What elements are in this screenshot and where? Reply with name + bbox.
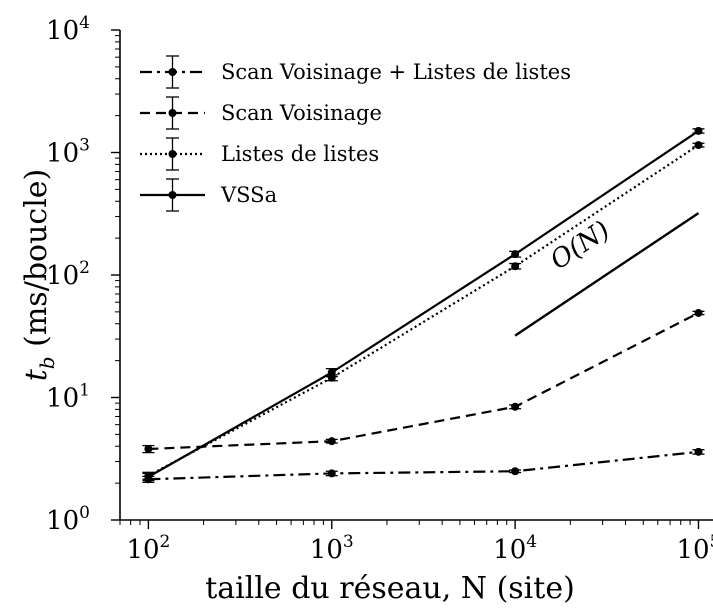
series-dashed [142,308,705,454]
series-solid [142,126,705,482]
series-line [148,311,699,451]
data-point [694,447,703,456]
y-tick-label: 104 [46,13,90,46]
y-axis-title-unit: (ms/boucle) [19,169,54,357]
series-group [142,126,705,484]
y-tick-label: 103 [46,136,90,169]
series-dashdot [142,447,705,484]
x-axis-title: taille du réseau, N (site) [205,571,575,606]
y-axis-title-symbol: t [19,368,54,381]
series-line [147,130,700,478]
data-point [327,469,336,478]
reference-line [514,212,700,337]
data-point [511,262,520,271]
y-axis-ticks: 100 101 102 103 104 [46,13,120,536]
series-line [148,450,699,481]
y-axis-title: tb (ms/boucle) [19,169,59,382]
y-axis-title-subscript: b [35,356,59,369]
plot-axes-frame [119,30,713,521]
data-point [694,141,703,150]
legend-item: Scan Voisinage + Listes de listes [140,55,571,89]
x-tick-label: 105 [677,532,713,565]
legend-item: VSSa [140,178,277,212]
data-point [694,308,703,317]
legend-label: VSSa [220,183,277,207]
x-tick-label: 104 [493,532,537,565]
legend-label: Listes de listes [221,142,379,166]
reference-line-group: O(N) [514,212,700,337]
legend-label: Scan Voisinage [221,101,382,125]
legend-marker [168,68,177,76]
data-point [144,472,153,481]
legend-marker [168,109,177,117]
data-point [327,368,336,377]
legend-label: Scan Voisinage + Listes de listes [221,60,571,84]
series-line [147,144,700,477]
legend-marker [168,150,177,158]
data-point [511,250,520,259]
x-tick-label: 102 [126,532,170,565]
y-tick-label: 101 [46,381,90,414]
data-point [694,126,703,135]
x-tick-label: 103 [310,532,354,565]
legend-item: Listes de listes [140,137,379,171]
x-axis-ticks: 102 103 104 105 [119,520,713,565]
y-tick-label: 100 [46,503,90,536]
legend-marker [168,191,177,199]
data-point [144,444,153,453]
data-point [511,467,520,476]
legend: Scan Voisinage + Listes de listes Scan Vo… [140,55,571,212]
data-point [511,402,520,411]
legend-item: Scan Voisinage [140,96,382,130]
data-point [327,437,336,446]
y-tick-label: 102 [46,258,90,291]
reference-line-label: O(N) [545,215,615,276]
